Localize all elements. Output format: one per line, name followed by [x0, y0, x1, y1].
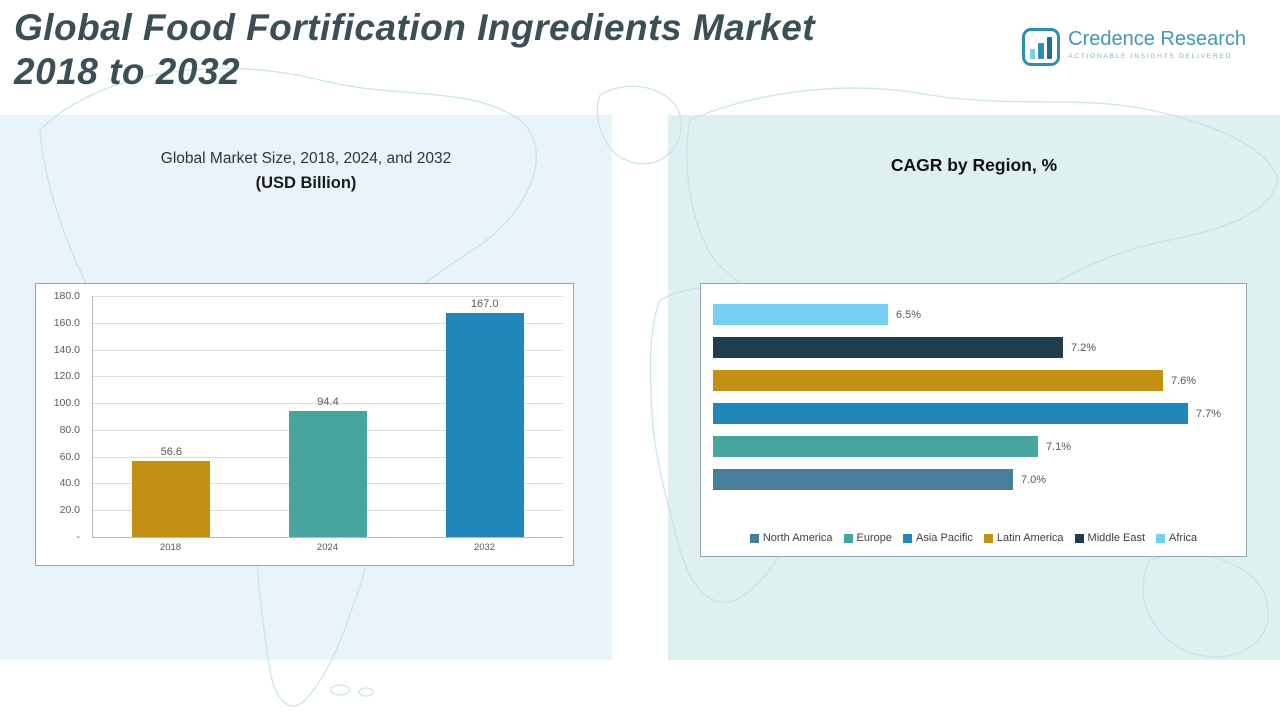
bar-value-label: 6.5%	[896, 308, 922, 321]
bar-value-label: 7.0%	[1021, 473, 1047, 486]
y-tick-label: 100.0	[53, 397, 80, 410]
y-tick-label: 160.0	[53, 316, 80, 329]
legend-label: Europe	[856, 532, 893, 544]
logo-name: Credence Research	[1068, 28, 1246, 50]
y-tick-label: 80.0	[59, 423, 80, 436]
cagr-row-Europe: 7.1%	[713, 430, 1238, 463]
bar-Europe	[713, 436, 1038, 457]
logo-text-block: Credence Research Actionable Insights De…	[1068, 28, 1246, 60]
legend-swatch	[1156, 533, 1166, 543]
bar-value-label: 7.7%	[1196, 407, 1222, 420]
bar-value-label: 167.0	[470, 298, 499, 311]
legend-item-North America: North America	[749, 532, 833, 544]
y-tick-label: 120.0	[53, 370, 80, 383]
legend-label: Middle East	[1087, 532, 1146, 544]
bar-columns: 56.6 94.4 167.0	[93, 296, 563, 537]
island-outline	[358, 687, 374, 697]
credence-research-logo: Credence Research Actionable Insights De…	[1022, 28, 1246, 66]
bar-chart-logo-icon	[1022, 28, 1061, 66]
bar-2024	[289, 410, 367, 537]
legend-swatch	[983, 533, 993, 543]
cagr-row-Middle East: 7.2%	[713, 331, 1238, 364]
bar-2018	[132, 461, 211, 537]
cagr-chart: 6.5% 7.2% 7.6% 7.7% 7.1% 7.0% North America Eu…	[700, 283, 1247, 557]
y-tick-label: 140.0	[53, 343, 80, 356]
bar-column-2024: 94.4	[250, 296, 407, 537]
legend-swatch	[843, 533, 853, 543]
bar-Latin America	[713, 370, 1163, 391]
y-tick-label: 20.0	[59, 504, 80, 517]
x-tick-label: 2032	[473, 542, 496, 553]
cagr-row-Latin America: 7.6%	[713, 364, 1238, 397]
x-tick-label: 2024	[316, 542, 339, 553]
legend-label: Africa	[1169, 532, 1198, 544]
bar-North America	[713, 469, 1013, 490]
legend-item-Africa: Africa	[1156, 532, 1197, 544]
legend-item-Europe: Europe	[843, 532, 893, 544]
logo-tagline: Actionable Insights Delivered	[1068, 53, 1232, 60]
bar-Asia Pacific	[713, 403, 1188, 424]
legend-label: Asia Pacific	[916, 532, 973, 544]
page-title-line1: Global Food Fortification Ingredients Ma…	[14, 7, 816, 48]
bar-column-2018: 56.6	[93, 296, 250, 537]
bar-value-label: 7.1%	[1046, 440, 1072, 453]
legend-item-Latin America: Latin America	[983, 532, 1064, 544]
legend-swatch	[903, 533, 913, 543]
island-outline	[330, 684, 350, 696]
legend-swatch	[1074, 533, 1084, 543]
y-axis-labels: 180.0 160.0 140.0 120.0 100.0 80.0 60.0 40.0 20.…	[36, 290, 86, 543]
market-size-plot: 56.6 94.4 167.0	[92, 296, 563, 538]
page-title: Global Food Fortification Ingredients Ma…	[14, 6, 815, 93]
bar-value-label: 94.4	[317, 395, 339, 408]
cagr-bar-rows: 6.5% 7.2% 7.6% 7.7% 7.1% 7.0%	[713, 298, 1238, 496]
y-tick-label: 40.0	[59, 477, 80, 490]
bar-value-label: 7.6%	[1171, 374, 1197, 387]
bar-value-label: 56.6	[160, 446, 183, 459]
y-tick-label: -	[76, 531, 81, 543]
legend-swatch	[749, 533, 759, 543]
cagr-row-Africa: 6.5%	[713, 298, 1238, 331]
legend-label: North America	[762, 532, 833, 544]
bar-column-2032: 167.0	[406, 296, 563, 537]
legend-item-Middle East: Middle East	[1074, 532, 1146, 544]
legend-item-Asia Pacific: Asia Pacific	[903, 532, 973, 544]
legend-label: Latin America	[996, 532, 1064, 544]
y-tick-label: 60.0	[59, 450, 80, 463]
cagr-legend: North America Europe Asia Pacific Latin Ame…	[701, 532, 1246, 544]
market-size-title-unit: (USD Billion)	[255, 174, 357, 192]
market-size-chart-title: Global Market Size, 2018, 2024, and 2032…	[0, 150, 612, 193]
cagr-row-North America: 7.0%	[713, 463, 1238, 496]
x-tick-label: 2018	[159, 542, 182, 553]
bar-Middle East	[713, 337, 1063, 358]
bar-Africa	[713, 304, 888, 325]
bar-2032	[445, 313, 524, 537]
x-axis-labels: 2018 2024 2032	[92, 542, 563, 553]
cagr-row-Asia Pacific: 7.7%	[713, 397, 1238, 430]
y-tick-label: 180.0	[53, 290, 80, 302]
market-size-title-text: Global Market Size, 2018, 2024, and 2032	[160, 150, 452, 167]
cagr-chart-title: CAGR by Region, %	[890, 155, 1058, 175]
page-title-line2: 2018 to 2032	[14, 50, 241, 92]
market-size-chart: 180.0 160.0 140.0 120.0 100.0 80.0 60.0 40.0 20.…	[35, 283, 574, 566]
bar-value-label: 7.2%	[1071, 341, 1097, 354]
